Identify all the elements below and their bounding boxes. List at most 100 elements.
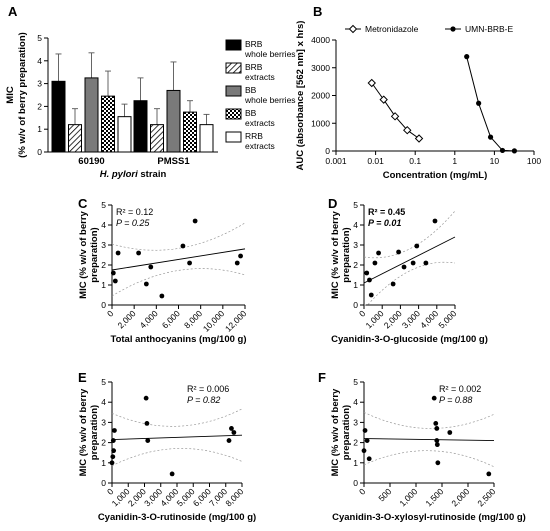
- x-tick-label: 1,000: [363, 308, 385, 330]
- regression-line: [363, 438, 495, 442]
- legend-label: BRB: [245, 62, 263, 72]
- x-axis-title: Cyanidin-3-O-glucoside (mg/100 g): [331, 334, 488, 345]
- y-tick-label: 2: [353, 438, 358, 448]
- legend-swatch: [225, 108, 242, 120]
- confidence-band-upper: [363, 411, 495, 429]
- y-tick-label-a: 2: [37, 101, 42, 111]
- y-tick-label-b: 2000: [311, 91, 330, 101]
- y-axis-title-a-line2: (% w/v of berry preparation): [17, 32, 28, 158]
- series-line: [371, 82, 420, 139]
- y-tick-label: 0: [101, 300, 106, 310]
- data-point: [435, 460, 441, 466]
- y-axis-title: MIC (% w/v of berry: [78, 388, 89, 476]
- legend-swatch: [225, 62, 242, 74]
- p-value-text: P = 0.01: [368, 218, 401, 228]
- p-value-text: P = 0.25: [116, 218, 150, 228]
- data-point: [115, 250, 121, 256]
- data-point: [159, 293, 165, 299]
- data-point: [364, 438, 370, 443]
- y-tick-label: 1: [101, 280, 106, 290]
- data-point: [433, 421, 439, 426]
- x-tick-label: 0: [357, 308, 368, 319]
- bar: [133, 100, 148, 153]
- confidence-band-upper: [111, 222, 246, 251]
- y-tick-label: 5: [353, 200, 358, 210]
- x-tick-label-b: 0.1: [409, 156, 421, 166]
- regression-line: [111, 434, 243, 441]
- x-tick-label: 1,500: [423, 486, 445, 508]
- regression-line: [363, 236, 456, 284]
- r-squared-label: R² = 0.006: [187, 384, 229, 394]
- x-tick-label: 2,000: [382, 308, 404, 330]
- x-tick-label: 0: [357, 486, 368, 497]
- data-point: [143, 281, 149, 287]
- data-point: [390, 112, 400, 121]
- y-axis-title-line2: preparation): [89, 227, 100, 282]
- data-point: [192, 218, 198, 224]
- x-tick-label-a: PMSS1: [157, 156, 190, 167]
- panel-label-d: D: [328, 196, 337, 211]
- bar: [166, 89, 181, 153]
- data-point: [111, 448, 117, 454]
- data-point: [434, 426, 440, 431]
- x-tick-label: 8,000: [223, 486, 245, 508]
- y-axis-title: MIC (% w/v of berry: [330, 210, 341, 298]
- x-tick-label: 4,000: [418, 308, 440, 330]
- legend-label: Metronidazole: [365, 24, 419, 34]
- panel-f: F 0 1 2 3 4 5 0 500 1,000 1,500 2,000 2,500 MIC (% w/…: [318, 370, 526, 523]
- p-value-text: P = 0.82: [187, 395, 220, 405]
- x-tick-label-b: 0.001: [325, 156, 347, 166]
- data-point: [410, 260, 416, 266]
- y-tick-label: 1: [101, 458, 106, 468]
- bar: [199, 124, 214, 153]
- panel-a: A 0 1 2 3 4 5 MIC (% w/v of berry preparation) 60…: [5, 4, 296, 180]
- y-axis-title-b: AUC (absorbance [562 nm] x hrs): [295, 21, 306, 171]
- x-tick-label: 2,500: [475, 486, 497, 508]
- y-tick-label: 4: [101, 220, 106, 230]
- legend-swatch: [225, 131, 242, 143]
- y-axis-title-line2: preparation): [341, 405, 352, 460]
- y-tick-label: 5: [353, 377, 358, 387]
- y-tick-label-a: 0: [37, 147, 42, 157]
- x-tick-label-b: 1: [452, 156, 457, 166]
- data-point: [432, 218, 438, 224]
- y-tick-label: 5: [101, 200, 106, 210]
- data-point: [367, 277, 372, 283]
- data-point: [366, 456, 372, 462]
- legend-label: BRB: [245, 39, 263, 49]
- panel-label-f: F: [318, 370, 326, 385]
- y-tick-label-b: 4000: [311, 35, 330, 45]
- y-tick-label: 4: [353, 220, 358, 230]
- y-tick-label: 1: [353, 280, 358, 290]
- x-axis-title: Total anthocyanins (mg/100 g): [110, 334, 246, 345]
- confidence-band-lower: [363, 450, 495, 468]
- data-point: [234, 260, 240, 266]
- data-point: [414, 243, 420, 249]
- p-value-text: P = 0.88: [439, 395, 472, 405]
- confidence-band-lower: [363, 261, 456, 306]
- y-tick-label: 4: [353, 397, 358, 407]
- y-tick-label: 3: [101, 240, 106, 250]
- legend-swatch: [225, 85, 242, 97]
- x-tick-label: 12,000: [223, 308, 249, 334]
- y-tick-label-b: 3000: [311, 63, 330, 73]
- legend-label: BB: [245, 85, 257, 95]
- y-tick-label-a: 5: [37, 33, 42, 43]
- data-point: [414, 134, 424, 143]
- y-tick-label: 5: [101, 377, 106, 387]
- panel-label-b: B: [313, 4, 322, 19]
- confidence-band-upper: [363, 210, 456, 259]
- legend-label: extracts: [245, 72, 275, 82]
- y-tick-label: 4: [101, 397, 106, 407]
- data-point: [396, 249, 401, 255]
- y-tick-label: 2: [353, 260, 358, 270]
- y-tick-label: 0: [353, 300, 358, 310]
- bar: [68, 124, 82, 153]
- data-point: [143, 395, 149, 401]
- bar: [117, 116, 132, 153]
- data-point: [110, 438, 116, 443]
- data-point: [231, 430, 237, 435]
- y-tick-label-a: 1: [37, 124, 42, 134]
